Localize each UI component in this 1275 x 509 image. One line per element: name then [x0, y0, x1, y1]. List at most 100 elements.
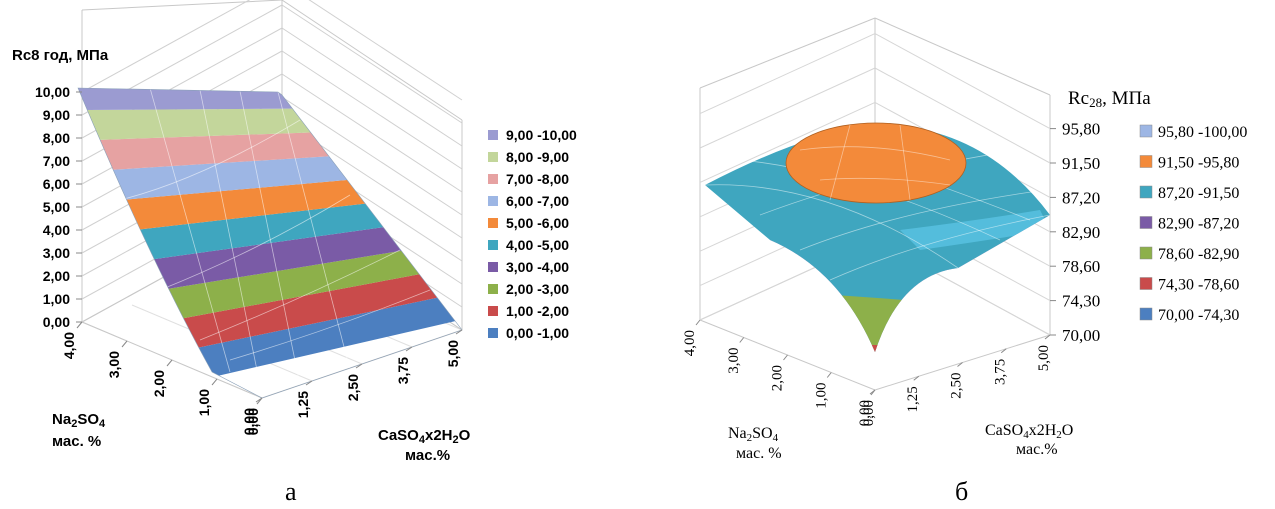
chart-b-x-title-line2: мас.% — [1016, 441, 1058, 458]
chart-b-y-title-line2: мас. % — [736, 445, 782, 462]
chart-b-z-tick-label: 78,60 — [1062, 257, 1100, 276]
chart-a-legend-swatch — [488, 218, 498, 228]
chart-a-legend-label: 2,00 -3,00 — [506, 281, 569, 297]
chart-a-legend-swatch — [488, 328, 498, 338]
chart-a-legend-swatch — [488, 174, 498, 184]
chart-b-legend-label: 87,20 -91,50 — [1158, 185, 1239, 202]
chart-a-z-tick-label: 4,00 — [43, 222, 70, 238]
chart-a-surface-band — [187, 296, 460, 380]
chart-a-legend-swatch — [488, 196, 498, 206]
chart-a-panel-label: а — [285, 477, 297, 506]
chart-a-y-tick-label: 2,00 — [151, 370, 167, 397]
chart-b-x-tick-label: 0,00 — [861, 400, 877, 426]
chart-a: 0,00 1,00 2,00 3,00 4,00 5,00 6,00 7,00 8,00 9,00… — [12, 0, 577, 506]
chart-a-legend-label: 8,00 -9,00 — [506, 149, 569, 165]
chart-a-surface-band — [96, 132, 341, 170]
chart-a-legend-label: 1,00 -2,00 — [506, 303, 569, 319]
chart-a-legend-label: 4,00 -5,00 — [506, 237, 569, 253]
chart-b-x-tick-label: 2,50 — [949, 373, 965, 399]
chart-b-legend-label: 78,60 -82,90 — [1158, 246, 1239, 263]
chart-a-legend-swatch — [488, 284, 498, 294]
chart-a-legend-label: 0,00 -1,00 — [506, 325, 569, 341]
chart-a-surface-band — [148, 226, 409, 290]
chart-a-z-tick-label: 6,00 — [43, 176, 70, 192]
chart-b-legend: 95,80 -100,00 91,50 -95,80 87,20 -91,50 82,… — [1139, 124, 1247, 324]
chart-b-x-title: CaSO4x2H2O — [985, 422, 1073, 441]
chart-b-z-tick-label: 74,30 — [1062, 292, 1100, 311]
chart-a-y-title-line2: мас. % — [52, 433, 101, 450]
chart-a-legend-label: 9,00 -10,00 — [506, 127, 577, 143]
chart-a-z-tick-label: 5,00 — [43, 199, 70, 215]
chart-b-legend-swatch — [1139, 277, 1153, 290]
chart-a-legend-swatch — [488, 262, 498, 272]
chart-b-legend-label: 91,50 -95,80 — [1158, 155, 1239, 172]
chart-a-surface-band — [78, 88, 307, 110]
chart-a-x-tick-label: 0,00 — [245, 408, 261, 435]
chart-b-legend-label: 74,30 -78,60 — [1158, 277, 1239, 294]
chart-a-z-tick-label: 1,00 — [43, 291, 70, 307]
chart-b-z-tick-label: 70,00 — [1062, 326, 1100, 345]
chart-b-panel-label: б — [955, 477, 968, 506]
chart-b-z-tick-label: 87,20 — [1062, 188, 1100, 207]
chart-b-legend-label: 82,90 -87,20 — [1158, 216, 1239, 233]
chart-b: 70,00 74,30 78,60 82,90 87,20 91,50 95,80 0,00… — [682, 17, 1247, 506]
chart-b-legend-swatch — [1139, 185, 1153, 199]
chart-a-legend-swatch — [488, 152, 498, 162]
chart-a-z-tick-label: 8,00 — [43, 130, 70, 146]
chart-b-z-tick-label: 82,90 — [1062, 223, 1100, 242]
chart-a-y-tick-label: 0,00 — [241, 408, 257, 435]
chart-b-legend-swatch — [1139, 246, 1153, 260]
chart-a-surface — [78, 88, 460, 386]
chart-b-z-tick-label: 91,50 — [1062, 154, 1100, 173]
chart-a-x-tick-label: 1,25 — [295, 391, 311, 418]
chart-a-legend-swatch — [488, 130, 498, 140]
chart-b-legend-swatch — [1139, 216, 1153, 229]
chart-a-x-tick-label: 3,75 — [395, 357, 411, 384]
chart-b-x-tick-label: 3,75 — [992, 359, 1008, 385]
chart-a-y-title: Na2SO4 — [52, 411, 106, 430]
chart-a-surface-band — [109, 155, 358, 200]
chart-a-z-tick-label: 9,00 — [43, 107, 70, 123]
chart-a-x-title: CaSO4x2H2O — [378, 427, 471, 446]
chart-a-x-tick-label: 5,00 — [445, 340, 461, 367]
chart-b-z-tick-label: 95,80 — [1062, 120, 1100, 139]
chart-b-y-tick-label: 2,00 — [770, 365, 786, 391]
chart-a-legend: 9,00 -10,00 8,00 -9,00 7,00 -8,00 6,00 -7,0… — [488, 127, 577, 341]
chart-a-legend-label: 6,00 -7,00 — [506, 193, 569, 209]
chart-a-y-tick-label: 1,00 — [196, 389, 212, 416]
chart-a-legend-swatch — [488, 240, 498, 250]
chart-a-x-tick-label: 2,50 — [345, 374, 361, 401]
chart-b-peak-region — [785, 122, 967, 204]
chart-a-surface-band — [83, 108, 324, 140]
chart-b-legend-swatch — [1139, 124, 1153, 138]
chart-a-surface-band — [135, 202, 392, 260]
chart-b-legend-label: 95,80 -100,00 — [1158, 124, 1247, 141]
chart-a-y-tick-label: 3,00 — [106, 351, 122, 378]
chart-a-y-tick-label: 4,00 — [61, 332, 77, 359]
chart-a-surface-band — [161, 249, 426, 320]
chart-a-legend-label: 3,00 -4,00 — [506, 259, 569, 275]
chart-b-y-tick-label: 3,00 — [726, 348, 742, 374]
chart-b-y-tick-label: 4,00 — [682, 330, 698, 356]
chart-a-z-tick-label: 10,00 — [35, 84, 70, 100]
chart-b-y-tick-label: 1,00 — [813, 383, 829, 409]
chart-b-legend-swatch — [1139, 307, 1153, 321]
chart-a-z-tick-label: 2,00 — [43, 268, 70, 284]
chart-a-z-title: Rc8 год, МПа — [12, 47, 109, 64]
chart-b-x-tick-label: 5,00 — [1036, 345, 1052, 371]
chart-a-x-title-line2: мас.% — [405, 447, 450, 464]
chart-b-y-tick-label: 0,00 — [857, 400, 873, 426]
chart-b-legend-swatch — [1139, 155, 1153, 168]
chart-a-legend-label: 7,00 -8,00 — [506, 171, 569, 187]
chart-b-z-title: Rc28, МПа — [1068, 88, 1151, 110]
chart-a-z-tick-label: 0,00 — [43, 314, 70, 330]
chart-b-legend-label: 70,00 -74,30 — [1158, 307, 1239, 324]
chart-a-surface-band — [122, 179, 375, 230]
chart-b-x-tick-label: 1,25 — [905, 386, 921, 412]
chart-a-z-tick-label: 7,00 — [43, 153, 70, 169]
chart-a-legend-label: 5,00 -6,00 — [506, 215, 569, 231]
chart-b-y-title: Na2SO4 — [728, 425, 779, 444]
chart-a-legend-swatch — [488, 306, 498, 316]
chart-a-z-tick-label: 3,00 — [43, 245, 70, 261]
